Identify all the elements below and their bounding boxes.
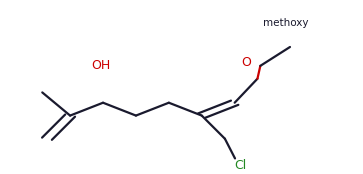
Text: O: O	[241, 56, 251, 69]
Text: methoxy: methoxy	[263, 18, 309, 28]
Text: OH: OH	[91, 59, 110, 72]
Text: Cl: Cl	[234, 159, 246, 172]
